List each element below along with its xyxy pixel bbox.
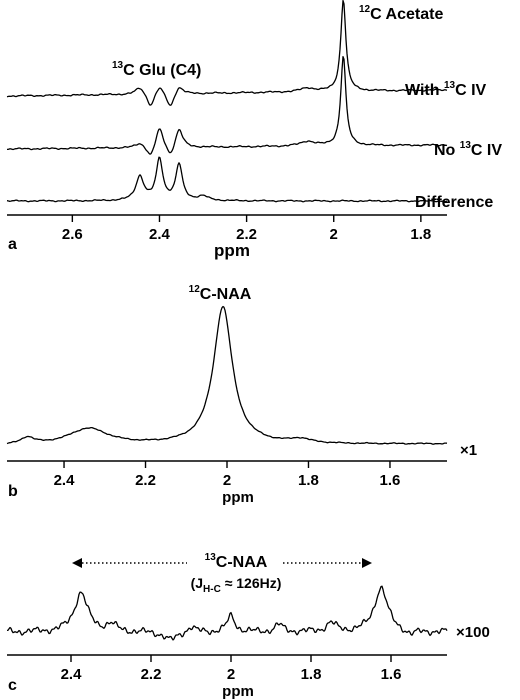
x-axis-title-b: ppm	[222, 489, 254, 506]
series-label-no-13c-iv: No 13C IV	[434, 140, 502, 159]
x-tick-label: 1.8	[301, 666, 322, 683]
x-ticks-a: 2.6 2.4 2.2 2 1.8	[62, 215, 431, 243]
spectrum-12c-naa	[6, 305, 448, 445]
annotation-j-coupling: (JH-C ≈ 126Hz)	[191, 575, 282, 595]
series-label-difference: Difference	[415, 194, 493, 211]
doublet-arrow-left-head	[72, 558, 82, 568]
spectrum-no-13c-iv	[7, 55, 448, 155]
x-tick-label: 2.2	[236, 226, 257, 243]
annotation-13c-naa: 13C-NAA	[205, 552, 268, 571]
panel-b: 12C-NAA ×1 2.4 2.2 2 1.8 1.6 b ppm	[6, 284, 477, 506]
annotation-13c-glu: 13C Glu (C4)	[112, 60, 201, 79]
scale-label-c: ×100	[456, 624, 490, 641]
x-tick-label: 2.2	[135, 472, 156, 489]
x-ticks-c: 2.4 2.2 2 1.8 1.6	[61, 655, 402, 683]
spectrum-with-13c-iv	[6, 0, 448, 106]
series-label-with-13c-iv: With 13C IV	[405, 80, 487, 99]
x-tick-label: 1.8	[410, 226, 431, 243]
x-tick-label: 2.4	[61, 666, 83, 683]
x-tick-label: 2.4	[54, 472, 76, 489]
x-tick-label: 2.4	[149, 226, 171, 243]
panel-label-b: b	[8, 483, 18, 500]
panel-label-c: c	[8, 677, 17, 694]
x-tick-label: 2	[223, 472, 231, 489]
x-tick-label: 2	[227, 666, 235, 683]
x-tick-label: 2	[330, 226, 338, 243]
x-ticks-b: 2.4 2.2 2 1.8 1.6	[54, 461, 401, 489]
scale-label-b: ×1	[460, 442, 477, 459]
x-tick-label: 1.6	[380, 472, 401, 489]
panel-c: 13C-NAA (JH-C ≈ 126Hz) ×100 2.4 2.2 2 1.8 1.…	[6, 552, 490, 700]
spectrum-13c-naa	[6, 585, 448, 641]
annotation-12c-acetate: 12C Acetate	[359, 4, 443, 23]
doublet-arrow-right-head	[362, 558, 372, 568]
x-tick-label: 2.2	[141, 666, 162, 683]
x-tick-label: 1.6	[381, 666, 402, 683]
x-axis-title-c: ppm	[222, 683, 254, 700]
panel-label-a: a	[8, 236, 17, 253]
panel-a: With 13C IV No 13C IV Difference 13C Glu…	[6, 0, 502, 260]
x-tick-label: 2.6	[62, 226, 83, 243]
spectrum-difference	[6, 156, 448, 203]
x-tick-label: 1.8	[298, 472, 319, 489]
annotation-12c-naa: 12C-NAA	[189, 284, 252, 303]
x-axis-title-a: ppm	[214, 241, 250, 260]
